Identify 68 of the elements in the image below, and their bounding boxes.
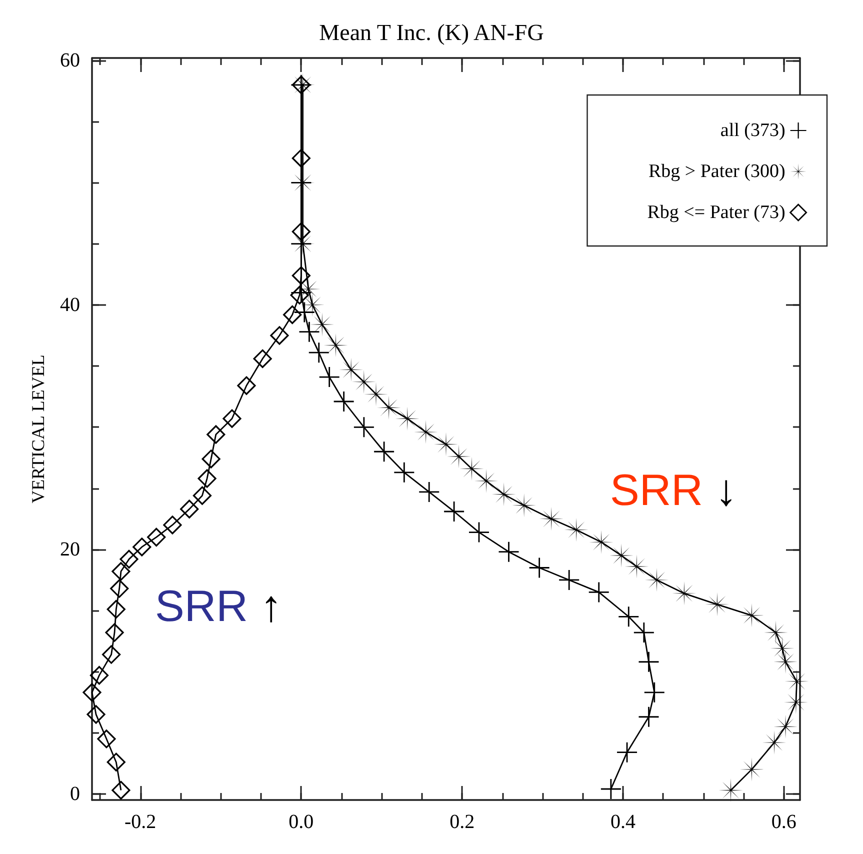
point bbox=[105, 623, 124, 642]
point bbox=[253, 349, 272, 368]
point bbox=[319, 367, 340, 388]
point bbox=[222, 409, 242, 428]
point bbox=[419, 482, 440, 502]
point bbox=[192, 486, 212, 505]
point bbox=[237, 376, 256, 395]
point bbox=[294, 302, 314, 322]
point bbox=[163, 516, 182, 534]
point bbox=[308, 342, 329, 363]
point bbox=[112, 562, 130, 581]
annotation: SRR ↓ bbox=[610, 466, 738, 515]
point bbox=[559, 570, 580, 590]
x-tick-label: 0.4 bbox=[610, 811, 636, 833]
point bbox=[82, 683, 102, 702]
point bbox=[132, 538, 152, 556]
point bbox=[147, 528, 166, 546]
point bbox=[90, 666, 109, 685]
point bbox=[292, 266, 310, 285]
point bbox=[638, 652, 659, 672]
point bbox=[394, 462, 414, 482]
point bbox=[102, 645, 121, 664]
x-tick-label: 0.6 bbox=[771, 811, 796, 833]
point bbox=[374, 442, 394, 462]
point bbox=[334, 391, 354, 412]
y-axis-title: VERTICAL LEVEL bbox=[28, 354, 48, 504]
point bbox=[106, 752, 126, 772]
point bbox=[460, 456, 484, 481]
x-tick-label: -0.2 bbox=[124, 811, 156, 833]
point bbox=[468, 522, 489, 542]
point bbox=[180, 500, 199, 518]
point bbox=[270, 326, 289, 345]
point bbox=[198, 469, 216, 488]
point bbox=[97, 730, 116, 748]
point bbox=[324, 333, 348, 358]
point bbox=[498, 542, 519, 562]
point bbox=[638, 706, 659, 727]
point bbox=[110, 579, 129, 598]
y-tick-label: 40 bbox=[60, 294, 80, 316]
x-tick-label: 0.0 bbox=[288, 811, 314, 833]
point bbox=[86, 705, 106, 724]
point bbox=[202, 450, 220, 468]
point bbox=[283, 305, 302, 324]
point bbox=[617, 742, 638, 762]
y-tick-label: 0 bbox=[70, 782, 80, 805]
y-tick-label: 20 bbox=[60, 538, 80, 560]
point bbox=[588, 582, 609, 602]
x-tick-label: 0.2 bbox=[450, 811, 475, 833]
point bbox=[618, 606, 639, 627]
point bbox=[106, 600, 126, 619]
point bbox=[299, 322, 320, 342]
point bbox=[644, 682, 664, 702]
chart-title: Mean T Inc. (K) AN-FG bbox=[319, 20, 544, 45]
legend-label: Rbg > Pater (300) bbox=[648, 161, 786, 182]
point bbox=[718, 778, 743, 802]
point bbox=[600, 779, 621, 799]
point bbox=[112, 780, 130, 800]
point bbox=[354, 417, 374, 438]
point bbox=[292, 222, 310, 241]
point bbox=[529, 558, 550, 578]
point bbox=[634, 622, 654, 643]
legend-label: all (373) bbox=[720, 120, 786, 141]
legend-label: Rbg <= Pater (73) bbox=[647, 202, 786, 223]
point bbox=[120, 550, 138, 568]
annotation: SRR ↑ bbox=[155, 582, 282, 631]
point bbox=[206, 425, 226, 444]
y-tick-label: 60 bbox=[60, 49, 80, 72]
point bbox=[292, 148, 310, 168]
